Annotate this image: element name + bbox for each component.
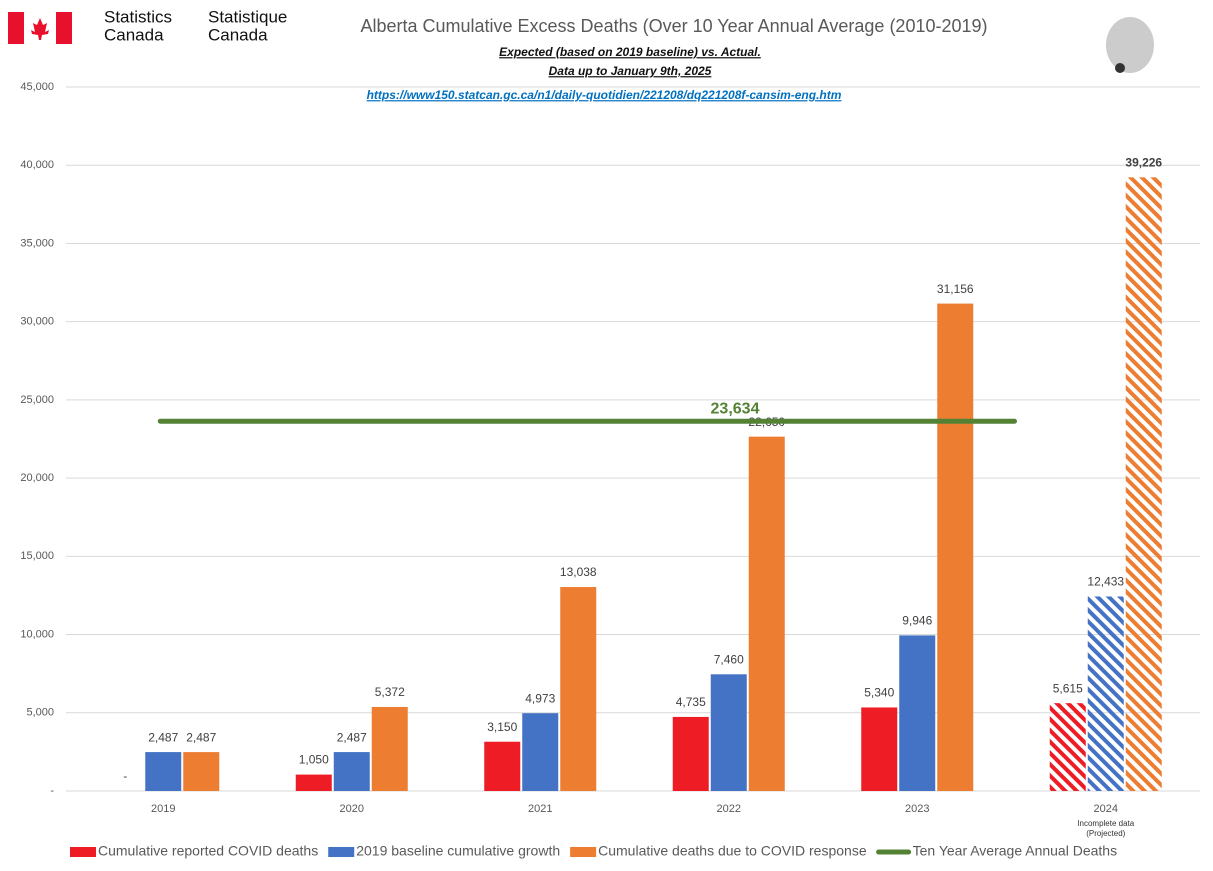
legend-label: Cumulative deaths due to COVID response (598, 843, 867, 859)
value-label: 4,973 (525, 691, 555, 705)
value-label: 7,460 (714, 652, 744, 666)
bar (1087, 596, 1124, 791)
bar (145, 752, 182, 791)
org-en: Canada (104, 25, 164, 44)
legend-swatch (570, 847, 597, 857)
legend-swatch (328, 847, 355, 857)
value-label: 9,946 (902, 614, 932, 628)
value-label: - (123, 769, 127, 783)
y-tick-label: 10,000 (20, 628, 54, 640)
value-label: 12,433 (1087, 575, 1124, 589)
wolf-logo (1106, 17, 1154, 73)
y-tick-label: 45,000 (20, 81, 54, 93)
x-tick-label: 2020 (340, 803, 364, 815)
value-label: 2,487 (148, 730, 178, 744)
value-label: 4,735 (676, 695, 706, 709)
bar (183, 752, 220, 791)
source-url: https://www150.statcan.gc.ca/n1/daily-qu… (367, 88, 842, 102)
category-note: (Projected) (1086, 829, 1125, 838)
y-tick-label: 20,000 (20, 472, 54, 484)
y-tick-label: 40,000 (20, 159, 54, 171)
x-tick-label: 2024 (1094, 803, 1118, 815)
x-tick-label: 2023 (905, 803, 929, 815)
bar (937, 303, 974, 791)
x-tick-label: 2019 (151, 803, 175, 815)
org-fr: Canada (208, 25, 268, 44)
x-tick-label: 2022 (717, 803, 741, 815)
value-label: 5,340 (864, 686, 894, 700)
bar (710, 674, 747, 791)
bar (1125, 177, 1162, 791)
value-label: 1,050 (299, 753, 329, 767)
org-fr: Statistique (208, 7, 287, 26)
bar (371, 706, 408, 791)
bar (1049, 703, 1086, 791)
chart-title: Alberta Cumulative Excess Deaths (Over 1… (360, 16, 987, 36)
org-en: Statistics (104, 7, 172, 26)
legend-label: Cumulative reported COVID deaths (98, 843, 318, 859)
flag (8, 12, 72, 44)
value-label: 31,156 (937, 282, 974, 296)
y-tick-label: 30,000 (20, 316, 54, 328)
bar (484, 741, 521, 791)
bar (295, 774, 332, 791)
bar (333, 752, 370, 791)
legend-swatch (70, 847, 96, 857)
value-label: 3,150 (487, 720, 517, 734)
legend-label: 2019 baseline cumulative growth (356, 843, 560, 859)
category-note: Incomplete data (1077, 819, 1134, 828)
average-label: 23,634 (711, 400, 760, 417)
subtitle: Expected (based on 2019 baseline) vs. Ac… (499, 45, 761, 59)
y-tick-label: 35,000 (20, 237, 54, 249)
value-label: 5,615 (1053, 681, 1083, 695)
value-label: 2,487 (337, 730, 367, 744)
y-tick-label: 25,000 (20, 394, 54, 406)
legend-label: Ten Year Average Annual Deaths (913, 843, 1117, 859)
subtitle: Data up to January 9th, 2025 (549, 64, 712, 78)
y-tick-label: 5,000 (26, 707, 54, 719)
bar (861, 707, 898, 791)
value-label: 39,226 (1125, 156, 1162, 170)
bar (672, 716, 709, 791)
x-tick-label: 2021 (528, 803, 552, 815)
bar (748, 436, 785, 791)
value-label: 2,487 (186, 730, 216, 744)
bar (560, 587, 597, 791)
bar (899, 635, 936, 791)
y-tick-label: 15,000 (20, 550, 54, 562)
value-label: 13,038 (560, 565, 597, 579)
bar (522, 713, 559, 791)
value-label: 5,372 (375, 685, 405, 699)
y-tick-label: - (50, 785, 54, 797)
